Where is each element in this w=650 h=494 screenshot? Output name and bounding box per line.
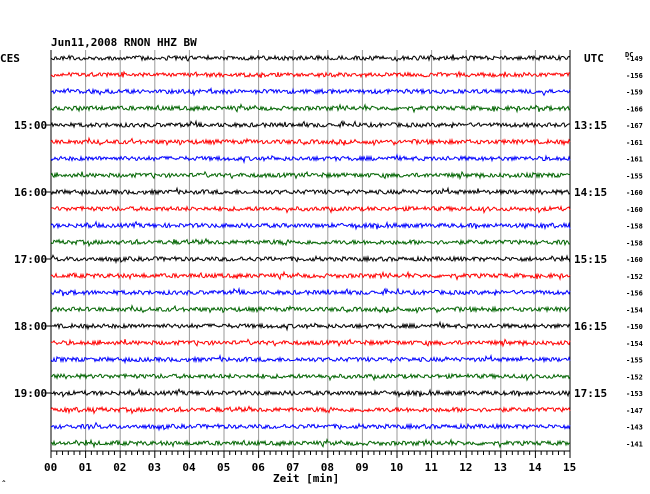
right-time-label: 13:15 [574,119,607,132]
dc-offset-label: -156 [626,290,643,298]
dc-offset-label: -160 [626,206,643,214]
x-tick-label: 07 [286,461,299,474]
dc-offset-label: -150 [626,323,643,331]
seismic-trace [50,186,571,197]
grid-layer [50,50,571,451]
seismic-trace [50,70,571,79]
dc-offset-label: -149 [626,55,643,63]
seismic-trace [50,405,571,415]
x-tick-label: 06 [252,461,266,474]
dc-offset-label: -156 [626,72,643,80]
seismic-trace [50,353,571,365]
seismic-trace [50,205,571,215]
seismic-trace [50,421,571,432]
x-axis-label: Zeit [min] [273,472,339,485]
dc-offset-label: -152 [626,273,643,281]
left-time-label: 15:00 [14,119,47,132]
right-axis-label: UTC [584,52,604,65]
seismic-trace [50,372,571,382]
left-axis-label: CES [0,52,20,65]
dc-offset-label: -152 [626,373,643,381]
seismic-trace [50,270,571,282]
dc-offset-label: -155 [626,357,643,365]
seismic-trace [50,87,571,97]
x-tick-label: 09 [355,461,368,474]
dc-offset-label: -158 [626,223,643,231]
left-time-label: 17:00 [14,253,47,266]
seismic-trace [50,437,571,449]
dc-offset-label: -154 [626,340,643,348]
right-time-label: 15:15 [574,253,607,266]
seismic-trace [50,102,571,114]
right-time-label: 14:15 [574,186,607,199]
seismic-trace [50,153,571,165]
dc-offset-label: -158 [626,239,643,247]
dc-offset-label: -167 [626,122,643,130]
x-tick-label: 05 [217,461,230,474]
x-tick-label: 12 [459,461,472,474]
x-tick-label: 08 [321,461,334,474]
seismic-trace [50,254,571,265]
x-tick-label: 13 [494,461,507,474]
x-tick-label: 02 [113,461,126,474]
axis-layer: -149 -156 -159 -166 -167 -161 -161 -155 -160 -160… [14,55,643,474]
dc-offset-label: -160 [626,189,643,197]
seismic-trace [50,136,571,147]
x-tick-label: 14 [528,461,542,474]
x-tick-label: 04 [182,461,196,474]
seismic-trace [50,220,571,231]
seismic-trace [50,119,571,129]
dc-offset-label: -160 [626,256,643,264]
dc-offset-label: -143 [626,424,643,432]
left-time-label: 18:00 [14,320,47,333]
seismic-trace [50,303,571,315]
seismic-trace [50,320,571,332]
dc-offset-label: -155 [626,172,643,180]
dc-offset-label: -161 [626,139,643,147]
dc-offset-label: -153 [626,390,643,398]
dc-offset-label: -154 [626,306,643,314]
dc-offset-label: -166 [626,105,643,113]
seismic-trace [50,237,571,248]
seismic-trace [50,387,571,399]
x-tick-label: 10 [390,461,403,474]
left-time-label: 16:00 [14,186,47,199]
seismic-trace [50,170,571,181]
x-tick-label: 15 [563,461,576,474]
dc-label: DC [625,51,633,59]
trace-layer [50,53,571,449]
dc-offset-label: -161 [626,156,643,164]
corner-mark: ^ [2,480,6,487]
dc-offset-label: -141 [626,440,643,448]
x-tick-label: 11 [425,461,439,474]
right-time-label: 17:15 [574,387,607,400]
dc-offset-label: -159 [626,89,643,97]
x-tick-label: 00 [44,461,57,474]
dc-offset-label: -147 [626,407,643,415]
x-tick-label: 03 [148,461,161,474]
seismic-trace [50,53,571,63]
right-time-label: 16:15 [574,320,607,333]
left-time-label: 19:00 [14,387,47,400]
chart-title: Jun11,2008 RNON HHZ BW [51,36,197,49]
x-tick-label: 01 [79,461,93,474]
seismic-trace [50,338,571,348]
seismic-trace [50,286,571,297]
